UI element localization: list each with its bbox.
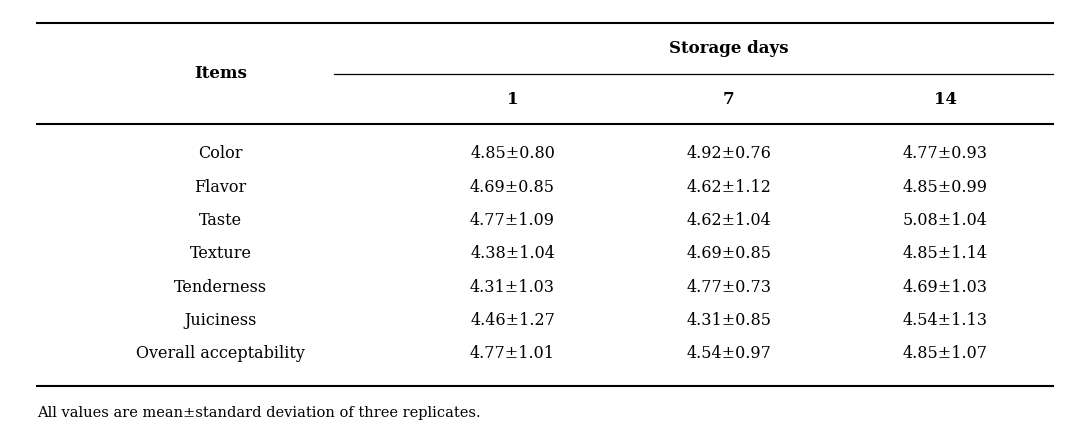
Text: 4.69±1.03: 4.69±1.03 bbox=[903, 279, 988, 295]
Text: Tenderness: Tenderness bbox=[174, 279, 267, 295]
Text: 4.77±1.09: 4.77±1.09 bbox=[470, 212, 555, 229]
Text: Juiciness: Juiciness bbox=[184, 312, 256, 329]
Text: 4.31±0.85: 4.31±0.85 bbox=[687, 312, 772, 329]
Text: 4.54±1.13: 4.54±1.13 bbox=[903, 312, 988, 329]
Text: Color: Color bbox=[198, 145, 243, 163]
Text: 4.69±0.85: 4.69±0.85 bbox=[470, 179, 555, 196]
Text: Storage days: Storage days bbox=[669, 40, 789, 57]
Text: 5.08±1.04: 5.08±1.04 bbox=[903, 212, 988, 229]
Text: All values are mean±standard deviation of three replicates.: All values are mean±standard deviation o… bbox=[37, 405, 481, 420]
Text: 4.62±1.12: 4.62±1.12 bbox=[687, 179, 772, 196]
Text: 4.85±1.14: 4.85±1.14 bbox=[903, 245, 988, 262]
Text: Taste: Taste bbox=[199, 212, 242, 229]
Text: 4.69±0.85: 4.69±0.85 bbox=[687, 245, 772, 262]
Text: 4.85±1.07: 4.85±1.07 bbox=[903, 345, 988, 362]
Text: 4.31±1.03: 4.31±1.03 bbox=[470, 279, 555, 295]
Text: Flavor: Flavor bbox=[194, 179, 246, 196]
Text: 4.38±1.04: 4.38±1.04 bbox=[470, 245, 555, 262]
Text: 4.54±0.97: 4.54±0.97 bbox=[687, 345, 772, 362]
Text: 14: 14 bbox=[934, 91, 957, 108]
Text: 4.62±1.04: 4.62±1.04 bbox=[687, 212, 772, 229]
Text: 4.85±0.80: 4.85±0.80 bbox=[470, 145, 555, 163]
Text: 4.77±0.73: 4.77±0.73 bbox=[687, 279, 772, 295]
Text: Overall acceptability: Overall acceptability bbox=[136, 345, 305, 362]
Text: 7: 7 bbox=[723, 91, 735, 108]
Text: 4.77±0.93: 4.77±0.93 bbox=[903, 145, 988, 163]
Text: 1: 1 bbox=[507, 91, 519, 108]
Text: 4.92±0.76: 4.92±0.76 bbox=[687, 145, 772, 163]
Text: 4.46±1.27: 4.46±1.27 bbox=[470, 312, 555, 329]
Text: 4.85±0.99: 4.85±0.99 bbox=[903, 179, 988, 196]
Text: Items: Items bbox=[194, 65, 247, 82]
Text: 4.77±1.01: 4.77±1.01 bbox=[470, 345, 555, 362]
Text: Texture: Texture bbox=[190, 245, 252, 262]
